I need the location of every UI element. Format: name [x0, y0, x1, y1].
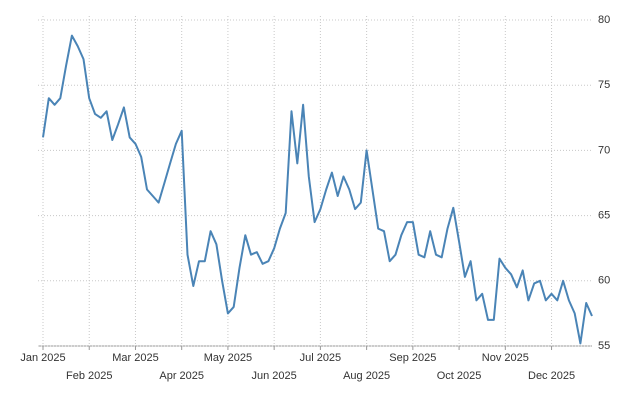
x-tick-label: May 2025 — [204, 352, 252, 364]
y-tick-label: 70 — [598, 144, 610, 156]
y-tick-label: 65 — [598, 210, 610, 222]
x-tick-label: Dec 2025 — [528, 370, 575, 382]
x-tick-label: Aug 2025 — [343, 370, 390, 382]
x-tick-label: Feb 2025 — [66, 370, 112, 382]
x-tick-label: Mar 2025 — [112, 352, 158, 364]
x-tick-label: Nov 2025 — [482, 352, 529, 364]
y-tick-label: 75 — [598, 79, 610, 91]
x-tick-label: Sep 2025 — [389, 352, 436, 364]
x-tick-label: Jul 2025 — [300, 352, 342, 364]
y-tick-label: 80 — [598, 14, 610, 26]
x-tick-label: Apr 2025 — [159, 370, 204, 382]
y-tick-label: 55 — [598, 340, 610, 352]
y-tick-label: 60 — [598, 275, 610, 287]
line — [42, 34, 593, 345]
x-tick-label: Jan 2025 — [20, 352, 65, 364]
x-tick-label: Jun 2025 — [252, 370, 297, 382]
x-tick-label: Oct 2025 — [437, 370, 482, 382]
